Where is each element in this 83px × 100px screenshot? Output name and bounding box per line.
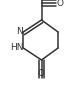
Text: HN: HN [10,44,23,52]
Text: N: N [17,28,23,36]
Text: O: O [56,0,63,8]
Text: O: O [38,69,45,78]
